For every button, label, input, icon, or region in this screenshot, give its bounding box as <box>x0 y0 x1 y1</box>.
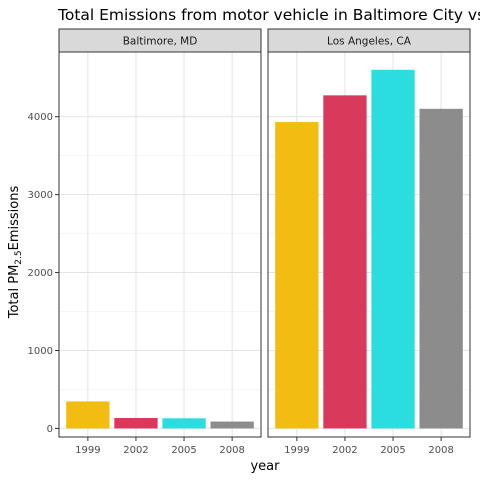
facet-strip-label: Los Angeles, CA <box>327 36 412 48</box>
x-tick-label: 2005 <box>380 445 405 456</box>
facet-panel: Baltimore, MD <box>58 28 262 438</box>
y-tick-label: 4000 <box>28 112 53 123</box>
panel-background <box>59 52 261 437</box>
x-axis-title: year <box>250 459 280 474</box>
x-axis: 1999 2002 2005 2008 1999 2002 2005 2008 <box>75 437 454 456</box>
y-tick-label: 3000 <box>28 190 53 201</box>
x-tick-label: 2005 <box>171 445 196 456</box>
bar-baltimore-md2008 <box>210 421 254 429</box>
x-tick-label: 1999 <box>75 445 100 456</box>
bar-baltimore-md2002 <box>114 417 158 429</box>
y-tick-label: 1000 <box>28 346 53 357</box>
y-axis-title: Total PM2.5Emissions <box>7 186 24 320</box>
x-tick-label: 2002 <box>332 445 357 456</box>
bar-los-angeles-ca2005 <box>371 69 415 429</box>
x-tick-label: 1999 <box>284 445 309 456</box>
bar-baltimore-md2005 <box>162 418 206 429</box>
facet-strip <box>58 28 262 53</box>
y-axis-title-main: Total PM <box>7 265 22 320</box>
y-tick-label: 2000 <box>28 268 53 279</box>
y-axis-title-sub: 2.5 <box>14 250 24 264</box>
y-tick-label: 0 <box>47 424 53 435</box>
y-axis: 0 1000 2000 3000 4000 <box>28 112 59 435</box>
bar-los-angeles-ca1999 <box>275 122 319 429</box>
x-tick-label: 2008 <box>428 445 453 456</box>
facet-panel: Los Angeles, CA <box>267 28 471 438</box>
facet-strip <box>267 28 471 53</box>
facet-panels: Baltimore, MD Los Angeles, CA <box>58 28 471 438</box>
chart-title: Total Emissions from motor vehicle in Ba… <box>57 6 480 24</box>
x-tick-label: 2008 <box>219 445 244 456</box>
bar-los-angeles-ca2002 <box>323 95 367 429</box>
x-tick-label: 2002 <box>123 445 148 456</box>
facet-strip-label: Baltimore, MD <box>123 36 198 48</box>
bar-los-angeles-ca2008 <box>419 108 463 429</box>
y-axis-title-suffix: Emissions <box>7 186 22 251</box>
bar-baltimore-md1999 <box>66 401 110 429</box>
